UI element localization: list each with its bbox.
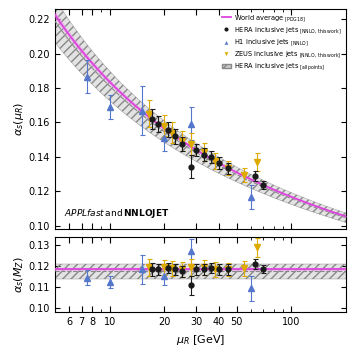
Bar — [55, 264, 346, 279]
Bar — [55, 268, 346, 270]
Bar — [55, 264, 346, 279]
Legend: World average $\mathsf{_{[PDG18]}}$, HERA inclusive jets $\mathsf{_{[NNLO,\,this: World average $\mathsf{_{[PDG18]}}$, HER… — [220, 12, 343, 74]
Text: $\mathit{APPLfast}$$\,\mathrm{and}\,$$\mathbf{NNLOJET}$: $\mathit{APPLfast}$$\,\mathrm{and}\,$$\m… — [64, 208, 169, 220]
Y-axis label: $\alpha_s(M_Z)$: $\alpha_s(M_Z)$ — [12, 256, 26, 293]
Y-axis label: $\alpha_s(\mu_R)$: $\alpha_s(\mu_R)$ — [12, 102, 26, 136]
X-axis label: $\mu_R$ [GeV]: $\mu_R$ [GeV] — [176, 333, 225, 347]
